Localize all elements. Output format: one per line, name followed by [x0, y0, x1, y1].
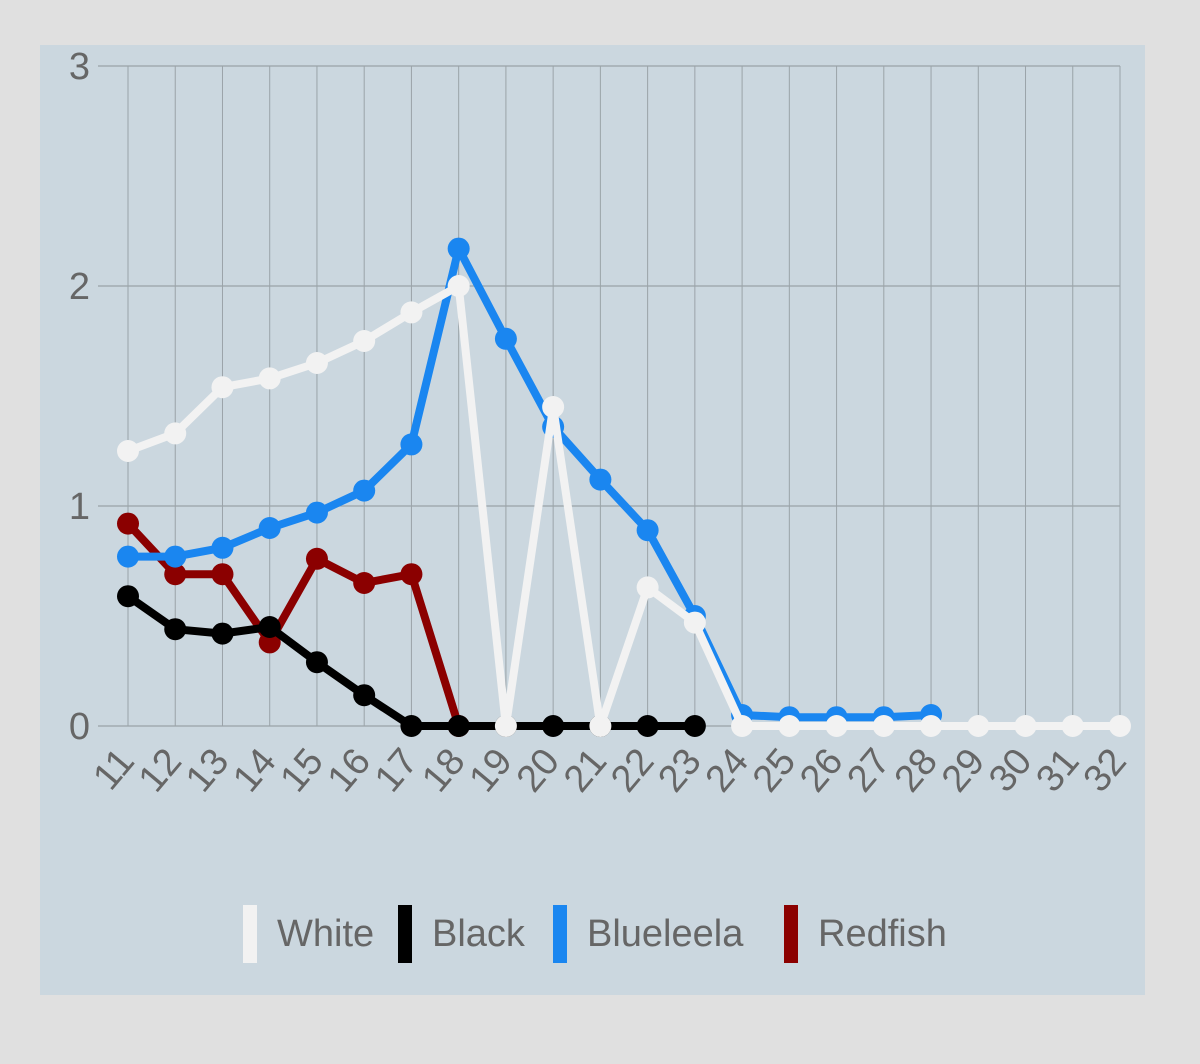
- data-point: [305, 501, 328, 524]
- data-point: [636, 519, 659, 542]
- data-point: [400, 301, 423, 324]
- data-point: [1014, 715, 1037, 737]
- data-point: [494, 327, 517, 350]
- legend-label: Blueleela: [587, 913, 744, 955]
- data-point: [258, 367, 281, 390]
- data-point: [305, 352, 328, 374]
- chart-panel: [40, 45, 1145, 995]
- data-point: [447, 275, 470, 297]
- y-tick-label: 3: [69, 46, 90, 88]
- data-point: [683, 715, 706, 737]
- data-point: [211, 563, 234, 586]
- data-point: [258, 616, 281, 638]
- data-point: [400, 563, 423, 586]
- data-point: [305, 651, 328, 674]
- data-point: [778, 715, 801, 737]
- data-point: [164, 618, 187, 641]
- data-point: [447, 237, 470, 260]
- data-point: [211, 536, 234, 559]
- data-point: [211, 622, 234, 645]
- data-point: [542, 396, 565, 418]
- data-point: [117, 585, 139, 608]
- legend-swatch: [553, 905, 567, 963]
- data-point: [117, 440, 139, 462]
- data-point: [353, 572, 376, 594]
- data-point: [400, 433, 423, 456]
- data-point: [731, 715, 754, 737]
- data-point: [211, 376, 234, 399]
- data-point: [164, 545, 187, 568]
- data-point: [353, 479, 376, 502]
- data-point: [164, 563, 187, 586]
- data-point: [542, 715, 565, 737]
- data-point: [400, 715, 423, 737]
- data-point: [589, 715, 612, 737]
- legend-swatch: [784, 905, 798, 963]
- data-point: [636, 715, 659, 737]
- data-point: [305, 547, 328, 570]
- legend-label: Redfish: [818, 913, 947, 955]
- data-point: [636, 576, 659, 599]
- data-point: [872, 715, 895, 737]
- legend: White Black Blueleela Redfish: [243, 905, 947, 963]
- y-tick-label: 1: [69, 486, 90, 528]
- data-point: [353, 330, 376, 352]
- data-point: [1061, 715, 1084, 737]
- data-point: [494, 715, 517, 737]
- legend-label: White: [277, 913, 374, 955]
- data-point: [967, 715, 990, 737]
- y-tick-label: 0: [69, 706, 90, 748]
- data-point: [117, 545, 139, 568]
- data-point: [589, 468, 612, 491]
- legend-swatch: [398, 905, 412, 963]
- data-point: [1109, 715, 1131, 737]
- data-point: [683, 611, 706, 634]
- data-point: [353, 684, 376, 707]
- data-point: [920, 715, 943, 737]
- data-point: [117, 512, 139, 535]
- data-point: [447, 715, 470, 737]
- legend-swatch: [243, 905, 257, 963]
- series-line: [126, 282, 1120, 730]
- plot: [117, 237, 1131, 737]
- legend-label: Black: [432, 913, 526, 955]
- y-tick-label: 2: [69, 266, 90, 308]
- data-point: [164, 422, 187, 445]
- data-point: [258, 631, 281, 654]
- data-point: [825, 715, 848, 737]
- data-point: [258, 517, 281, 539]
